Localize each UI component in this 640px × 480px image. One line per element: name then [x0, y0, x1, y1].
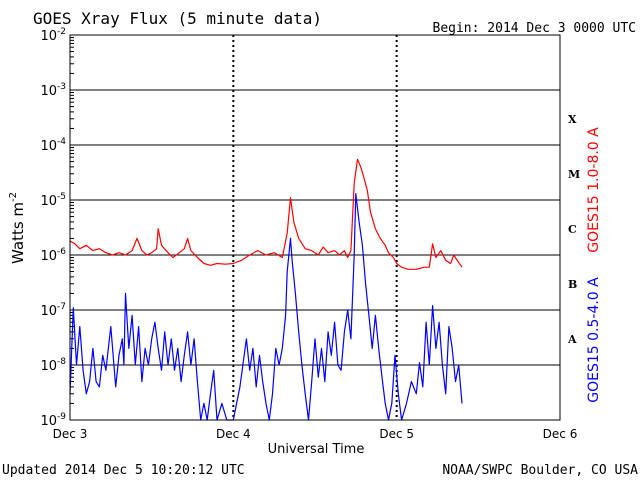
- svg-text:Watts m-2: Watts m-2: [8, 192, 27, 264]
- series-line-long-channel: [69, 158, 463, 270]
- y-tick-label: 10-6: [40, 247, 66, 264]
- series-line-short-channel: [69, 193, 463, 421]
- x-tick-label: Dec 5: [379, 427, 414, 441]
- flare-class-labels: X M C B A: [567, 113, 580, 346]
- y-tick-label: 10-5: [40, 192, 66, 209]
- credit-label: NOAA/SWPC Boulder, CO USA: [442, 463, 638, 478]
- chart-title: GOES Xray Flux (5 minute data): [33, 9, 322, 28]
- legend-short-channel: GOES15 0.5-4.0 A: [586, 277, 602, 403]
- y-tick-exponent: -3: [57, 82, 66, 92]
- x-tick-label: Dec 6: [543, 427, 578, 441]
- begin-time-label: Begin: 2014 Dec 3 0000 UTC: [433, 21, 637, 36]
- plot-frame: [69, 34, 561, 421]
- y-tick-exponent: -4: [57, 137, 66, 147]
- legend-long-channel-label: GOES15 1.0-8.0 A: [586, 127, 602, 253]
- y-tick-exponent: -8: [57, 357, 66, 367]
- x-tick-label: Dec 4: [216, 427, 251, 441]
- y-tick-exponent: -7: [57, 302, 66, 312]
- flare-class-label: C: [568, 223, 577, 236]
- legend-long-channel: GOES15 1.0-8.0 A: [586, 127, 602, 253]
- y-tick-labels: 10-2 10-3 10-4 10-5 10-6 10-7 10-8 10-9: [40, 27, 66, 429]
- flare-class-label: A: [567, 333, 577, 346]
- y-tick-label: 10-3: [40, 82, 66, 99]
- x-tick-label: Dec 3: [53, 427, 88, 441]
- y-tick-label: 10-8: [40, 357, 66, 374]
- y-tick-exponent: -2: [57, 27, 66, 37]
- y-tick-exponent: -9: [57, 412, 66, 422]
- y-tick-exponent: -6: [57, 247, 66, 257]
- y-axis-label-base: Watts m: [9, 202, 27, 264]
- flare-class-label: M: [568, 168, 580, 181]
- y-axis-label: Watts m-2: [8, 192, 27, 264]
- updated-timestamp: Updated 2014 Dec 5 10:20:12 UTC: [2, 463, 245, 478]
- y-tick-label: 10-2: [40, 27, 66, 44]
- y-tick-exponent: -5: [57, 192, 66, 202]
- x-tick-labels: Dec 3 Dec 4 Dec 5 Dec 6: [53, 427, 578, 441]
- y-axis-label-exponent: -2: [8, 192, 19, 202]
- y-tick-label: 10-9: [40, 412, 66, 429]
- x-axis-label: Universal Time: [268, 442, 365, 457]
- flare-class-label: B: [568, 278, 577, 291]
- flare-class-label: X: [568, 113, 577, 126]
- y-tick-label: 10-4: [40, 137, 66, 154]
- series-layer: [69, 158, 463, 421]
- y-tick-label: 10-7: [40, 302, 66, 319]
- legend-short-channel-label: GOES15 0.5-4.0 A: [586, 277, 602, 403]
